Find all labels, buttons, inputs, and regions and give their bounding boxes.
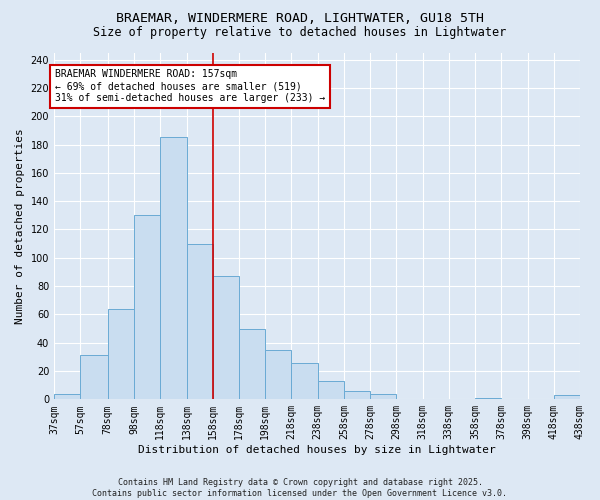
Bar <box>160 138 187 400</box>
Bar <box>265 350 292 400</box>
Bar <box>317 381 344 400</box>
Text: BRAEMAR, WINDERMERE ROAD, LIGHTWATER, GU18 5TH: BRAEMAR, WINDERMERE ROAD, LIGHTWATER, GU… <box>116 12 484 26</box>
Bar <box>187 244 213 400</box>
Bar <box>239 328 265 400</box>
Bar <box>292 362 317 400</box>
Bar <box>108 308 134 400</box>
Bar <box>344 391 370 400</box>
Bar <box>370 394 397 400</box>
Text: Contains HM Land Registry data © Crown copyright and database right 2025.
Contai: Contains HM Land Registry data © Crown c… <box>92 478 508 498</box>
X-axis label: Distribution of detached houses by size in Lightwater: Distribution of detached houses by size … <box>138 445 496 455</box>
Y-axis label: Number of detached properties: Number of detached properties <box>15 128 25 324</box>
Bar <box>54 394 80 400</box>
Bar <box>213 276 239 400</box>
Bar <box>554 395 580 400</box>
Bar <box>80 356 108 400</box>
Bar <box>475 398 502 400</box>
Text: Size of property relative to detached houses in Lightwater: Size of property relative to detached ho… <box>94 26 506 39</box>
Text: BRAEMAR WINDERMERE ROAD: 157sqm
← 69% of detached houses are smaller (519)
31% o: BRAEMAR WINDERMERE ROAD: 157sqm ← 69% of… <box>55 70 326 102</box>
Bar <box>134 216 160 400</box>
